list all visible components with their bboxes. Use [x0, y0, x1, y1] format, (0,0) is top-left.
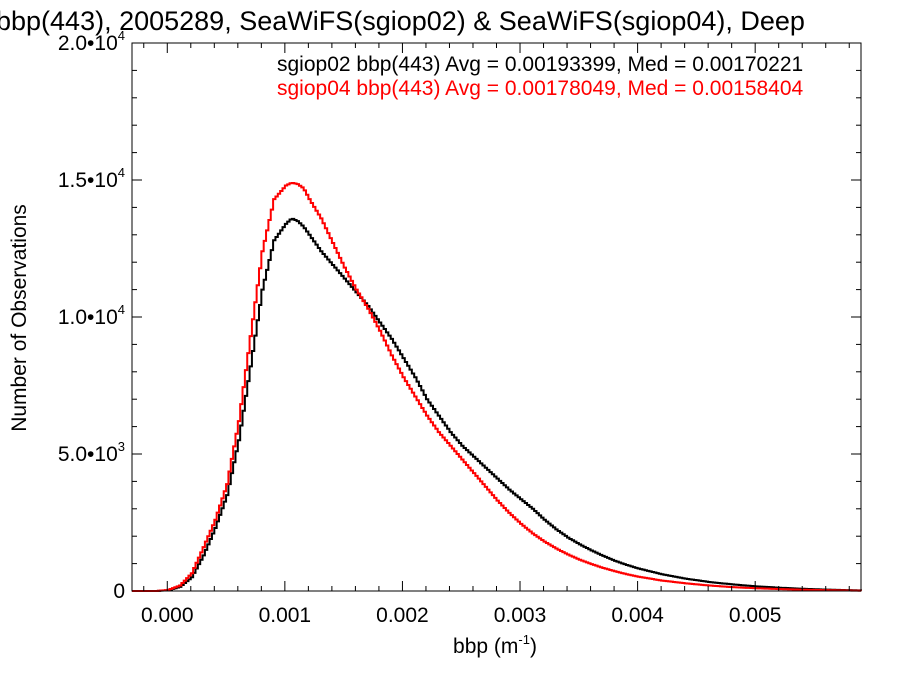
x-axis-label-main: bbp (m [453, 635, 518, 658]
y-axis-label: Number of Observations [8, 204, 31, 432]
series-line-2 [132, 182, 862, 592]
y-tick-label: 2.0•104 [58, 28, 125, 55]
y-tick-label: 1.0•104 [58, 302, 125, 329]
series-layer [132, 182, 862, 592]
x-axis-label-close: ) [530, 635, 537, 658]
chart-title: bbp(443), 2005289, SeaWiFS(sgiop02) & Se… [0, 6, 805, 36]
y-tick-label: 0 [113, 580, 125, 603]
legend-entry-1: sgiop02 bbp(443) Avg = 0.00193399, Med =… [277, 53, 803, 76]
legend: sgiop02 bbp(443) Avg = 0.00193399, Med =… [277, 53, 804, 100]
y-axis: 0 5.0•103 1.0•104 1.5•104 2.0•104 [58, 28, 861, 603]
x-tick-label: 0.001 [259, 604, 312, 627]
x-tick-label: 0.002 [376, 604, 429, 627]
x-axis: 0.000 0.001 0.002 0.003 0.004 0.005 [141, 43, 850, 627]
series-line-1 [132, 217, 862, 592]
y-tick-label: 5.0•103 [58, 439, 125, 466]
x-tick-label: 0.005 [729, 604, 782, 627]
x-axis-label: bbp (m-1) [453, 632, 537, 658]
legend-entry-2: sgiop04 bbp(443) Avg = 0.00178049, Med =… [277, 77, 804, 100]
x-tick-label: 0.003 [494, 604, 547, 627]
x-tick-label: 0.000 [141, 604, 194, 627]
x-axis-label-sup: -1 [518, 632, 530, 647]
x-tick-label: 0.004 [611, 604, 664, 627]
y-tick-label: 1.5•104 [58, 165, 125, 192]
